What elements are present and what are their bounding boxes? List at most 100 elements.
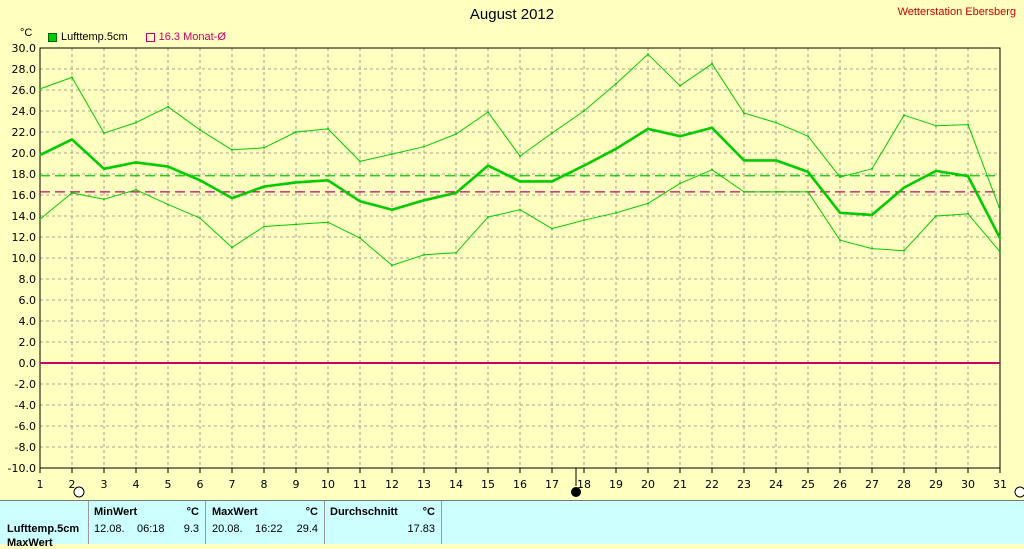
data-point-min xyxy=(263,225,265,228)
data-point-min xyxy=(999,250,1001,253)
y-tick-label: 30.0 xyxy=(12,42,37,55)
data-point-max xyxy=(839,176,841,179)
data-point-max xyxy=(967,123,969,126)
data-point-min xyxy=(167,203,169,206)
data-point-min xyxy=(903,249,905,252)
stats-row-label-2: MaxWert xyxy=(7,537,53,549)
x-tick-label: 2 xyxy=(69,478,76,491)
data-point-min xyxy=(807,190,809,193)
data-point-max xyxy=(199,128,201,131)
data-point-mean xyxy=(615,147,617,150)
data-point-min xyxy=(775,190,777,193)
data-point-max xyxy=(999,208,1001,211)
range-handle-left-icon xyxy=(73,486,85,498)
data-point-min xyxy=(871,247,873,250)
avg-value: 17.83 xyxy=(407,523,435,535)
x-tick-label: 26 xyxy=(833,478,847,491)
legend-label: 16.3 Monat-Ø xyxy=(158,31,226,43)
avg-header: Durchschnitt xyxy=(330,506,398,518)
data-point-mean xyxy=(743,159,745,162)
station-name: Wetterstation Ebersberg xyxy=(897,6,1016,18)
x-tick-label: 17 xyxy=(545,478,559,491)
legend-item-lufttemp[interactable]: Lufttemp.5cm xyxy=(48,31,128,43)
x-tick-label: 13 xyxy=(417,478,431,491)
y-tick-label: 20.0 xyxy=(12,147,37,160)
data-point-max xyxy=(679,84,681,87)
y-tick-label: -4.0 xyxy=(15,399,36,412)
data-point-min xyxy=(711,168,713,171)
y-tick-label: 18.0 xyxy=(12,168,37,181)
data-point-mean xyxy=(647,127,649,130)
data-point-max xyxy=(263,146,265,149)
data-point-min xyxy=(103,198,105,201)
x-tick-label: 9 xyxy=(293,478,300,491)
x-tick-label: 28 xyxy=(897,478,911,491)
x-tick-label: 4 xyxy=(133,478,140,491)
data-point-max xyxy=(551,132,553,135)
data-point-max xyxy=(391,153,393,156)
data-point-min xyxy=(295,223,297,226)
max-header: MaxWert xyxy=(212,506,258,518)
data-point-mean xyxy=(455,191,457,194)
y-tick-label: 14.0 xyxy=(12,210,37,223)
x-tick-label: 11 xyxy=(353,478,367,491)
x-tick-label: 27 xyxy=(865,478,879,491)
data-point-mean xyxy=(807,170,809,173)
x-tick-label: 30 xyxy=(961,478,975,491)
data-point-min xyxy=(679,182,681,185)
y-tick-label: 0.0 xyxy=(19,357,37,370)
x-tick-label: 23 xyxy=(737,478,751,491)
cursor-marker-icon xyxy=(571,487,581,497)
min-date: 12.08. xyxy=(94,523,125,535)
data-point-mean xyxy=(263,185,265,188)
x-tick-label: 20 xyxy=(641,478,655,491)
data-point-max xyxy=(519,155,521,158)
y-tick-label: 4.0 xyxy=(19,315,37,328)
data-point-max xyxy=(775,121,777,124)
data-point-min xyxy=(487,216,489,219)
data-point-mean xyxy=(775,159,777,162)
y-tick-label: 2.0 xyxy=(19,336,37,349)
data-point-mean xyxy=(711,126,713,129)
data-point-min xyxy=(583,219,585,222)
data-point-max xyxy=(295,131,297,133)
data-point-min xyxy=(551,227,553,230)
data-point-mean xyxy=(199,179,201,182)
x-tick-label: 31 xyxy=(993,478,1007,491)
x-tick-label: 19 xyxy=(609,478,623,491)
x-tick-label: 29 xyxy=(929,478,943,491)
y-tick-label: 22.0 xyxy=(12,126,37,139)
data-point-max xyxy=(711,62,713,65)
data-point-min xyxy=(199,217,201,220)
y-tick-label: -10.0 xyxy=(8,462,36,475)
y-tick-label: 8.0 xyxy=(19,273,37,286)
data-point-mean xyxy=(871,213,873,216)
data-point-mean xyxy=(71,138,73,141)
y-tick-label: -8.0 xyxy=(15,441,36,454)
data-point-min xyxy=(743,190,745,193)
data-point-min xyxy=(967,212,969,215)
min-unit: °C xyxy=(186,506,199,518)
data-point-max xyxy=(583,110,585,112)
stats-row-label: Lufttemp.5cm xyxy=(7,523,80,535)
data-point-max xyxy=(103,132,105,135)
data-point-mean xyxy=(39,154,41,157)
x-tick-label: 1 xyxy=(37,478,44,491)
data-point-min xyxy=(231,246,233,249)
data-point-mean xyxy=(231,197,233,200)
data-point-mean xyxy=(839,211,841,214)
x-tick-label: 22 xyxy=(705,478,719,491)
x-tick-label: 24 xyxy=(769,478,783,491)
legend-swatch-magenta xyxy=(145,32,155,42)
data-point-max xyxy=(807,135,809,138)
legend-swatch-green xyxy=(48,32,57,42)
data-point-max xyxy=(647,53,649,56)
data-point-mean xyxy=(583,164,585,167)
legend-item-monthly-avg[interactable]: 16.3 Monat-Ø xyxy=(145,31,226,43)
y-tick-label: 10.0 xyxy=(12,252,37,265)
data-point-min xyxy=(71,191,73,194)
data-point-mean xyxy=(999,237,1001,240)
max-unit: °C xyxy=(305,506,318,518)
max-value: 29.4 xyxy=(296,523,318,535)
stats-avg-cell: Durchschnitt °C 17.83 xyxy=(325,501,442,544)
